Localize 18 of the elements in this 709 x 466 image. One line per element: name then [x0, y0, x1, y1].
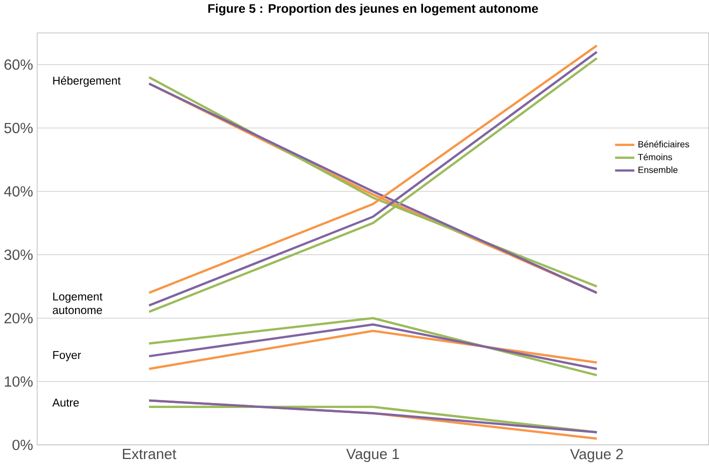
legend-label: Ensemble	[638, 166, 678, 174]
y-tick-label: 10%	[4, 376, 33, 387]
y-tick-label: 0%	[12, 440, 33, 450]
legend-label: Témoins	[638, 154, 672, 160]
y-tick-label: 60%	[4, 59, 33, 70]
annotation: Autre	[52, 398, 79, 407]
y-tick-label: 50%	[4, 122, 33, 134]
annotation: Logement autonome	[52, 292, 102, 314]
legend-label: Bénéficiaires	[638, 140, 690, 148]
y-tick-label: 40%	[4, 186, 33, 197]
annotation: Foyer	[53, 351, 81, 362]
annotation: Hébergement	[53, 76, 121, 87]
x-tick-label: Vague 1	[346, 448, 400, 462]
y-tick-label: 20%	[4, 312, 33, 324]
x-tick-label: Vague 2	[570, 448, 623, 462]
y-tick-label: 30%	[4, 250, 33, 260]
chart-title: Figure 5 : Proportion des jeunes en logement autonome	[208, 4, 538, 16]
x-tick-label: Extranet	[122, 448, 176, 460]
